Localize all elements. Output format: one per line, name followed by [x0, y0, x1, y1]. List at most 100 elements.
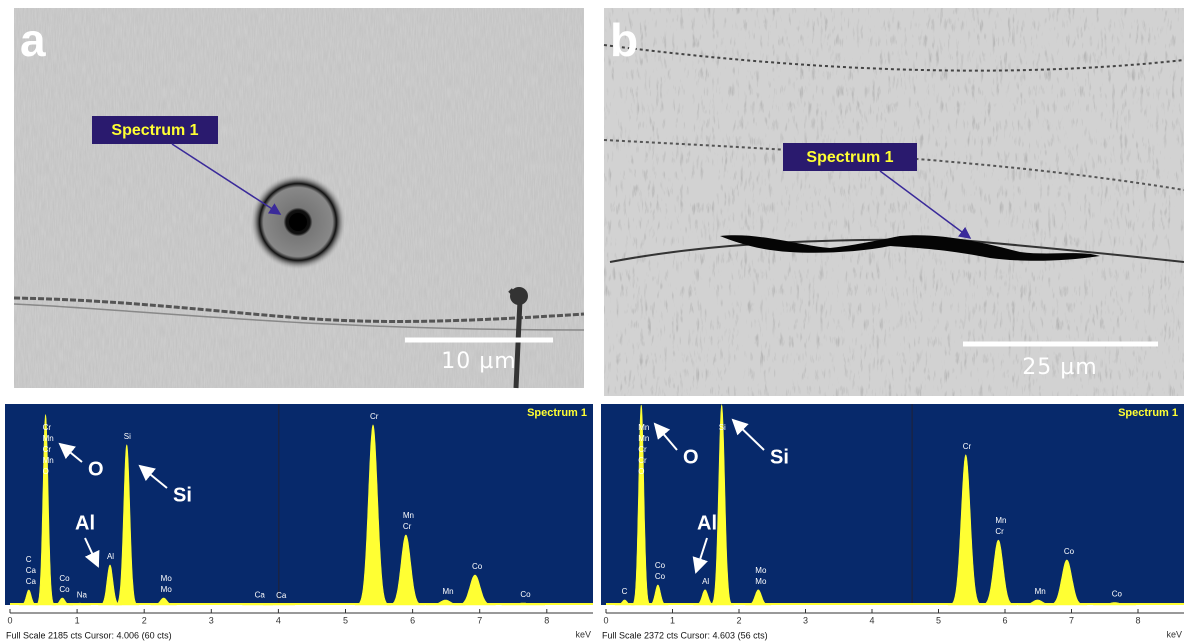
peak: [114, 444, 139, 606]
spectrum: C Mn Mn Cr Cr O Co Co Al Si Mo Mo Cr Mn Cr Mn Co Co O Si Al S…: [601, 404, 1184, 644]
peak: [1046, 559, 1088, 606]
panel-letter: b: [610, 14, 638, 66]
peak-label: Cr: [995, 527, 1004, 536]
peak-label: Co: [520, 590, 531, 599]
x-tick-label: 5: [343, 615, 348, 625]
peak-label: Mn: [43, 456, 54, 465]
callout-label: Spectrum 1: [111, 122, 198, 139]
spectrum-background: [5, 404, 593, 605]
annotation-arrow: [653, 422, 678, 451]
x-tick-label: 2: [142, 615, 147, 625]
peak-label: Mo: [161, 574, 173, 583]
peak: [979, 539, 1018, 606]
peak-label: O: [638, 467, 644, 476]
peak-label: Si: [124, 432, 131, 441]
peak-label: Co: [472, 562, 483, 571]
spectrum-footer: Full Scale 2185 cts Cursor: 4.006 (60 ct…: [6, 630, 172, 640]
peak-label: Mo: [161, 585, 173, 594]
peak: [454, 574, 496, 606]
spectrum-footer: Full Scale 2372 cts Cursor: 4.603 (56 ct…: [602, 630, 768, 640]
peak-label: Mn: [638, 434, 649, 443]
peak-label: C: [26, 555, 32, 564]
peak-label: Ca: [26, 577, 37, 586]
spectrum: C Ca Ca Cr Mn Cr Mn O Co Co Na Al Si Mo Mo Ca Ca Cr Mn Cr Mn…: [5, 404, 593, 644]
callout-arrow: [879, 170, 972, 239]
peak-label: Co: [1112, 590, 1123, 599]
x-tick-label: 1: [670, 615, 675, 625]
x-tick-label: 3: [209, 615, 214, 625]
callout-box: [92, 116, 218, 144]
peak-label: Co: [655, 572, 666, 581]
peak-label: Cr: [963, 442, 972, 451]
peak-label: Ca: [255, 591, 266, 600]
peak-label: Si: [719, 423, 726, 432]
x-tick-label: 0: [7, 615, 12, 625]
peak-label: Cr: [638, 445, 647, 454]
peak: [647, 584, 669, 606]
peak: [947, 454, 984, 606]
element-annotation: Si: [173, 484, 192, 506]
peak: [150, 597, 177, 606]
element-annotation: O: [683, 446, 699, 468]
peak-label: Al: [702, 577, 709, 586]
annotation-arrow: [84, 537, 100, 568]
x-tick-label: 4: [869, 615, 874, 625]
peak-label: Cr: [370, 412, 379, 421]
sem-image-a: [13, 8, 585, 389]
peak-label: Co: [1064, 547, 1075, 556]
peak-label: Mo: [755, 566, 767, 575]
sem-image-b: [603, 8, 1184, 396]
x-axis-unit: keV: [1166, 629, 1182, 639]
spectrum-background: [601, 404, 1184, 605]
axis-strip: [5, 605, 593, 644]
callout-arrow: [171, 143, 282, 215]
peak-label: C: [622, 587, 628, 596]
x-tick-label: 4: [276, 615, 281, 625]
x-axis-unit: keV: [575, 629, 591, 639]
x-tick-label: 2: [736, 615, 741, 625]
peak-label: Co: [655, 561, 666, 570]
peak-label: Ca: [26, 566, 37, 575]
peak: [354, 424, 392, 606]
peak-label: Cr: [403, 522, 412, 531]
scale-label: 10 µm: [441, 349, 516, 374]
peak-label: Cr: [638, 456, 647, 465]
peak-label: Mn: [638, 423, 649, 432]
x-tick-label: 0: [603, 615, 608, 625]
callout-box: [783, 143, 917, 171]
annotation-arrow: [692, 537, 708, 574]
peak: [387, 534, 425, 606]
peak: [1093, 602, 1137, 606]
peak-label: Ca: [276, 591, 287, 600]
spectrum-title: Spectrum 1: [1118, 407, 1178, 419]
annotation-arrow: [58, 442, 83, 463]
peak-label: Cr: [43, 445, 52, 454]
element-annotation: O: [88, 458, 104, 480]
element-annotation: Si: [770, 446, 789, 468]
peak: [631, 404, 652, 606]
peak: [501, 602, 545, 606]
peak: [68, 602, 91, 606]
peak-label: Mn: [995, 516, 1006, 525]
panel-letter: a: [20, 14, 46, 66]
annotation-arrow: [731, 418, 765, 451]
scale-label: 25 µm: [1022, 355, 1097, 380]
peak-label: Mn: [442, 587, 453, 596]
x-tick-label: 1: [75, 615, 80, 625]
x-tick-label: 8: [1135, 615, 1140, 625]
peak-label: Al: [107, 552, 114, 561]
peak-label: Mn: [403, 511, 414, 520]
x-tick-label: 5: [936, 615, 941, 625]
x-tick-label: 7: [1069, 615, 1074, 625]
peak-label: Co: [59, 585, 70, 594]
peak-label: Mo: [755, 577, 767, 586]
callout-label: Spectrum 1: [806, 149, 893, 166]
peak-label: Na: [77, 590, 88, 599]
peak-label: Cr: [43, 423, 52, 432]
peak-label: O: [43, 467, 49, 476]
x-tick-label: 3: [803, 615, 808, 625]
x-tick-label: 7: [477, 615, 482, 625]
peak: [263, 603, 295, 606]
peak-label: Mn: [43, 434, 54, 443]
